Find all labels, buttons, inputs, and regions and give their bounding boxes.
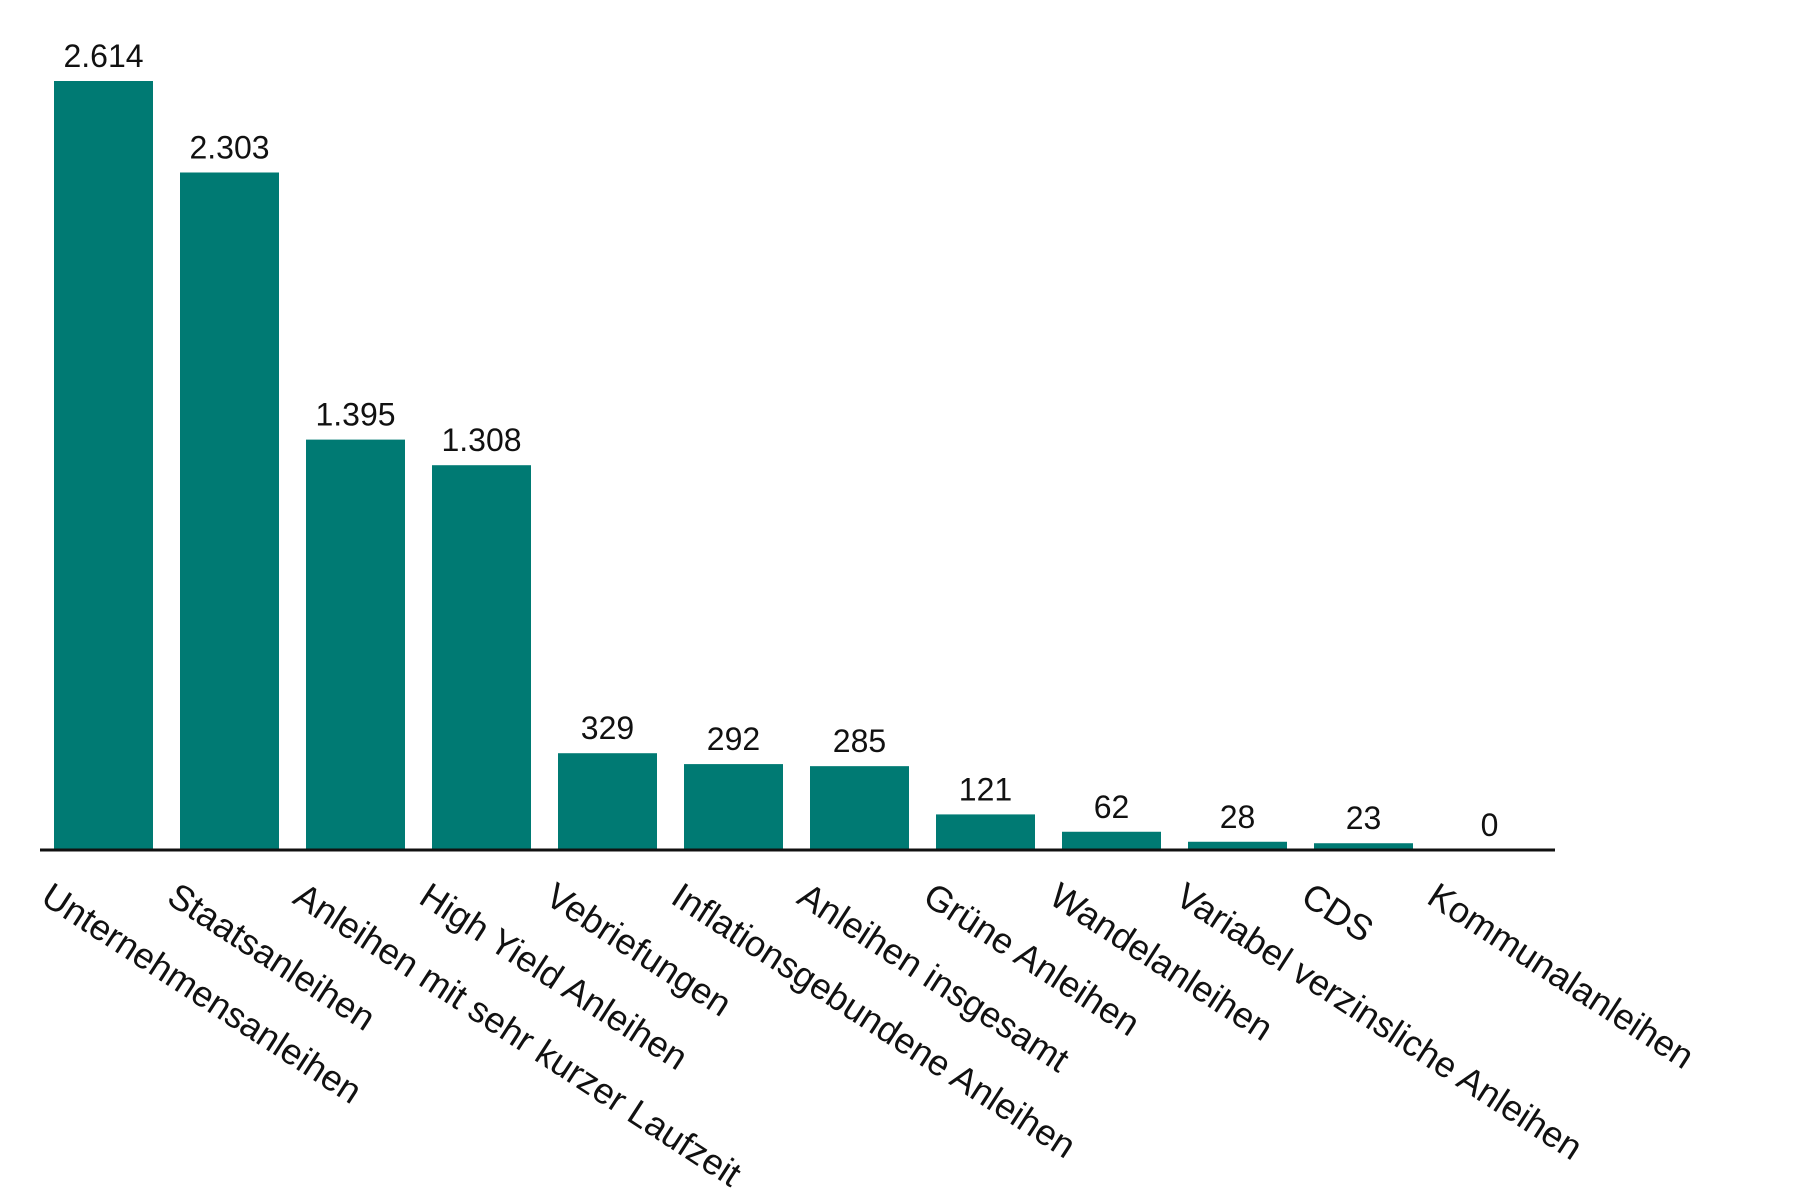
bar-10 (1314, 843, 1413, 850)
bar-5 (684, 764, 783, 850)
value-label-6: 285 (833, 723, 886, 759)
bar-0 (54, 81, 153, 850)
bar-8 (1062, 831, 1161, 850)
bar-7 (936, 814, 1035, 850)
value-label-3: 1.308 (441, 422, 521, 458)
value-labels-group: 2.614 2.303 1.395 1.308 329 292 285 121 62 28 23 0 (63, 38, 1498, 843)
category-label-10: CDS (1295, 874, 1381, 950)
value-label-8: 62 (1094, 789, 1130, 825)
bar-9 (1188, 841, 1287, 850)
category-label-8: Wandelanleihen (1043, 874, 1281, 1048)
value-label-1: 2.303 (189, 129, 269, 165)
value-label-7: 121 (959, 771, 1012, 807)
value-label-9: 28 (1220, 799, 1256, 835)
category-labels-group: UnternehmensanleihenStaatsanleihenAnleih… (35, 874, 1702, 1194)
value-label-10: 23 (1346, 800, 1382, 836)
bar-2 (306, 439, 405, 850)
bar-1 (180, 172, 279, 850)
category-label-11: Kommunalanleihen (1421, 874, 1702, 1076)
value-label-2: 1.395 (315, 397, 395, 433)
value-label-4: 329 (581, 710, 634, 746)
bar-3 (432, 465, 531, 850)
bar-4 (558, 753, 657, 850)
value-label-11: 0 (1481, 807, 1499, 843)
bar-6 (810, 766, 909, 850)
value-label-0: 2.614 (63, 38, 143, 74)
value-label-5: 292 (707, 721, 760, 757)
bars-group (54, 81, 1413, 850)
